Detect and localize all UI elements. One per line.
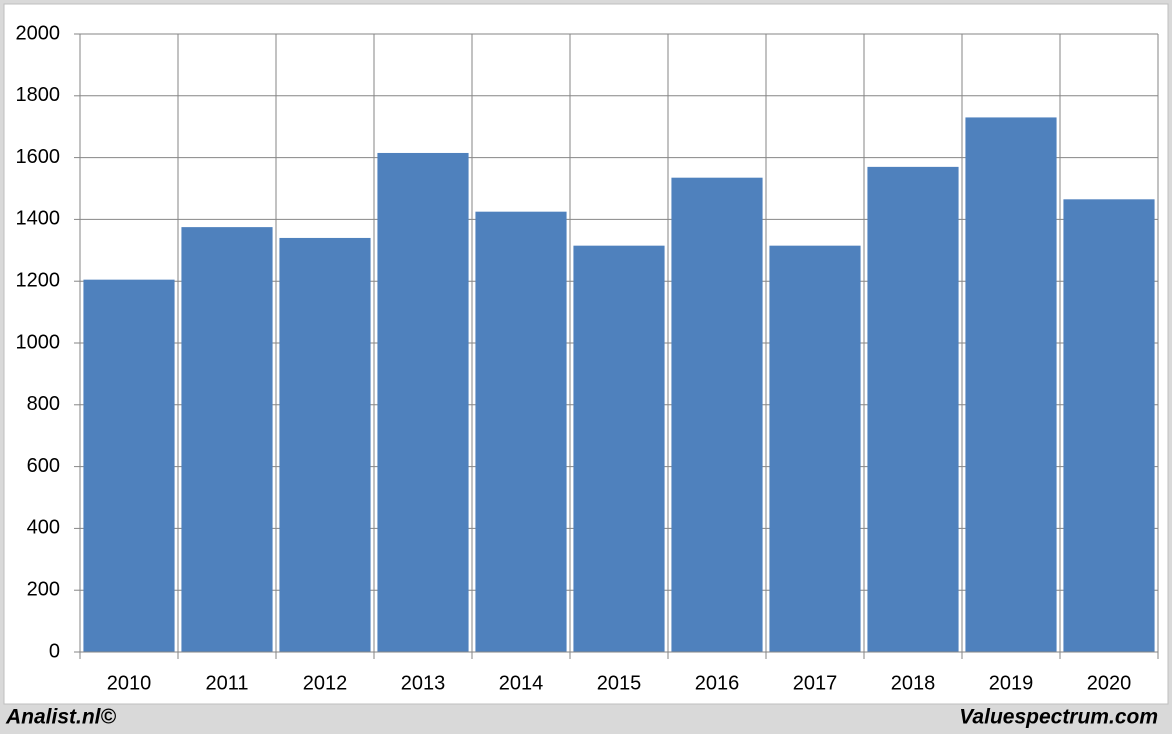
x-tick-label: 2019 (989, 672, 1034, 694)
y-tick-label: 1200 (16, 269, 61, 291)
y-tick-label: 1000 (16, 331, 61, 353)
x-tick-label: 2016 (695, 672, 740, 694)
bar (377, 152, 469, 652)
y-tick-label: 400 (27, 517, 60, 539)
x-tick-label: 2010 (107, 672, 152, 694)
x-tick-label: 2014 (499, 672, 544, 694)
bar (83, 279, 175, 652)
bar (279, 237, 371, 652)
bar (671, 177, 763, 652)
y-tick-label: 1800 (16, 84, 61, 106)
x-tick-label: 2012 (303, 672, 348, 694)
source-right: Valuespectrum.com (959, 706, 1158, 729)
bar (769, 245, 861, 653)
bar (573, 245, 665, 653)
x-tick-label: 2020 (1087, 672, 1132, 694)
y-tick-label: 1600 (16, 146, 61, 168)
bar (867, 166, 959, 652)
y-tick-label: 200 (27, 578, 60, 600)
bar (965, 117, 1057, 653)
source-left: Analist.nl© (5, 706, 117, 729)
bar (475, 211, 567, 653)
x-tick-label: 2015 (597, 672, 642, 694)
y-tick-label: 800 (27, 393, 60, 415)
bar (1063, 199, 1155, 652)
y-tick-label: 0 (49, 640, 60, 662)
x-tick-label: 2017 (793, 672, 838, 694)
bar (181, 227, 273, 652)
y-tick-label: 1400 (16, 208, 61, 230)
y-tick-label: 2000 (16, 22, 61, 44)
x-tick-label: 2013 (401, 672, 446, 694)
x-tick-label: 2018 (891, 672, 936, 694)
x-tick-label: 2011 (205, 672, 248, 694)
y-tick-label: 600 (27, 455, 60, 477)
